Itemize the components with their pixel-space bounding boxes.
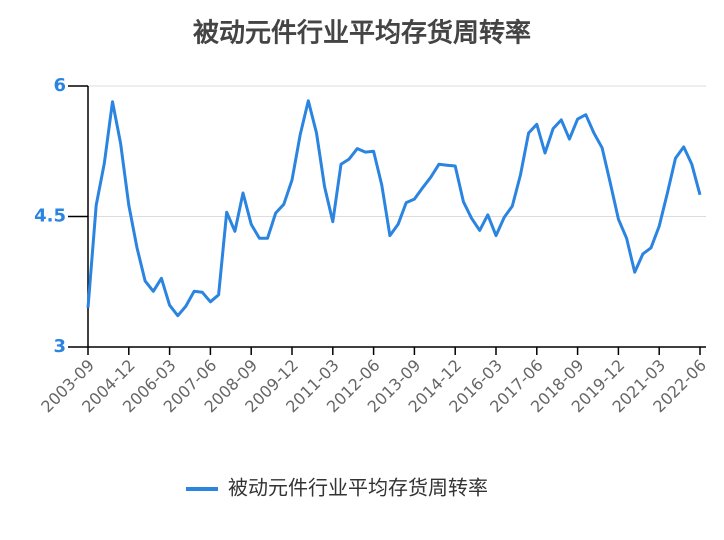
y-tick-label: 6 — [53, 75, 66, 96]
legend-label: 被动元件行业平均存货周转率 — [228, 476, 488, 500]
series-line — [86, 99, 702, 318]
y-tick-label: 4.5 — [34, 206, 66, 227]
chart-title: 被动元件行业平均存货周转率 — [193, 18, 531, 49]
y-tick-label: 3 — [53, 336, 66, 357]
